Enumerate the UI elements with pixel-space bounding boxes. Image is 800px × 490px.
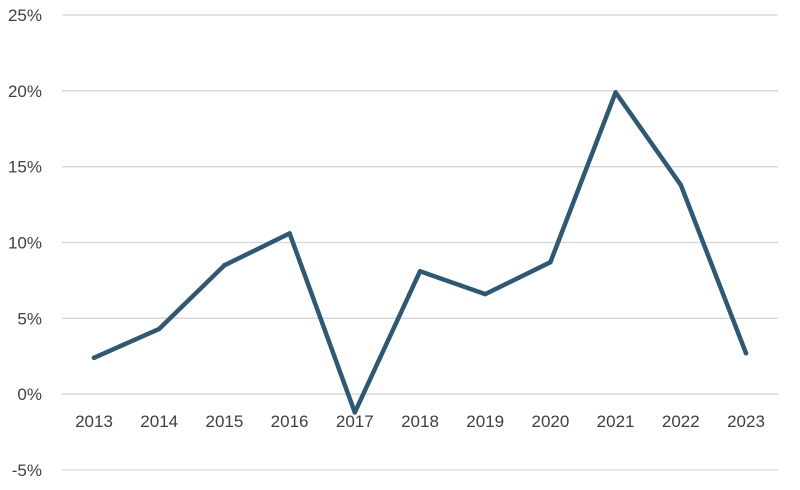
data-point bbox=[417, 269, 423, 274]
data-point bbox=[743, 350, 749, 356]
y-tick-label: 20% bbox=[8, 82, 42, 101]
x-tick-label: 2017 bbox=[336, 412, 374, 431]
data-point bbox=[352, 410, 358, 415]
x-tick-label: 2022 bbox=[662, 412, 700, 431]
y-tick-label: 0% bbox=[17, 385, 42, 404]
y-tick-label: 10% bbox=[8, 234, 42, 253]
gridlines bbox=[62, 14, 778, 471]
data-point bbox=[482, 291, 488, 297]
x-tick-label: 2019 bbox=[466, 412, 504, 431]
data-point bbox=[287, 231, 292, 236]
x-tick-label: 2020 bbox=[531, 412, 569, 431]
data-point bbox=[156, 326, 162, 332]
series-layer bbox=[91, 90, 749, 415]
data-point bbox=[613, 90, 618, 95]
x-tick-label: 2016 bbox=[271, 412, 309, 431]
x-tick-label: 2013 bbox=[75, 412, 113, 431]
x-axis-tick-labels: 2013 2014 2015 2016 2017 2018 2019 2020 2021 2022… bbox=[75, 412, 765, 431]
data-point bbox=[678, 182, 684, 188]
y-tick-label: 15% bbox=[8, 158, 42, 177]
y-tick-label: 25% bbox=[8, 6, 42, 25]
data-point bbox=[548, 259, 553, 265]
y-tick-label: 5% bbox=[17, 309, 42, 328]
data-point bbox=[222, 263, 227, 268]
x-tick-label: 2021 bbox=[597, 412, 635, 431]
x-tick-label: 2014 bbox=[140, 412, 178, 431]
data-point bbox=[91, 355, 97, 361]
y-axis-tick-labels: 25% 20% 15% 10% 5% 0% -5% bbox=[8, 6, 42, 480]
x-tick-label: 2015 bbox=[205, 412, 243, 431]
y-tick-label: -5% bbox=[12, 461, 42, 480]
x-tick-label: 2018 bbox=[401, 412, 439, 431]
series-line bbox=[91, 90, 749, 415]
x-tick-label: 2023 bbox=[727, 412, 765, 431]
